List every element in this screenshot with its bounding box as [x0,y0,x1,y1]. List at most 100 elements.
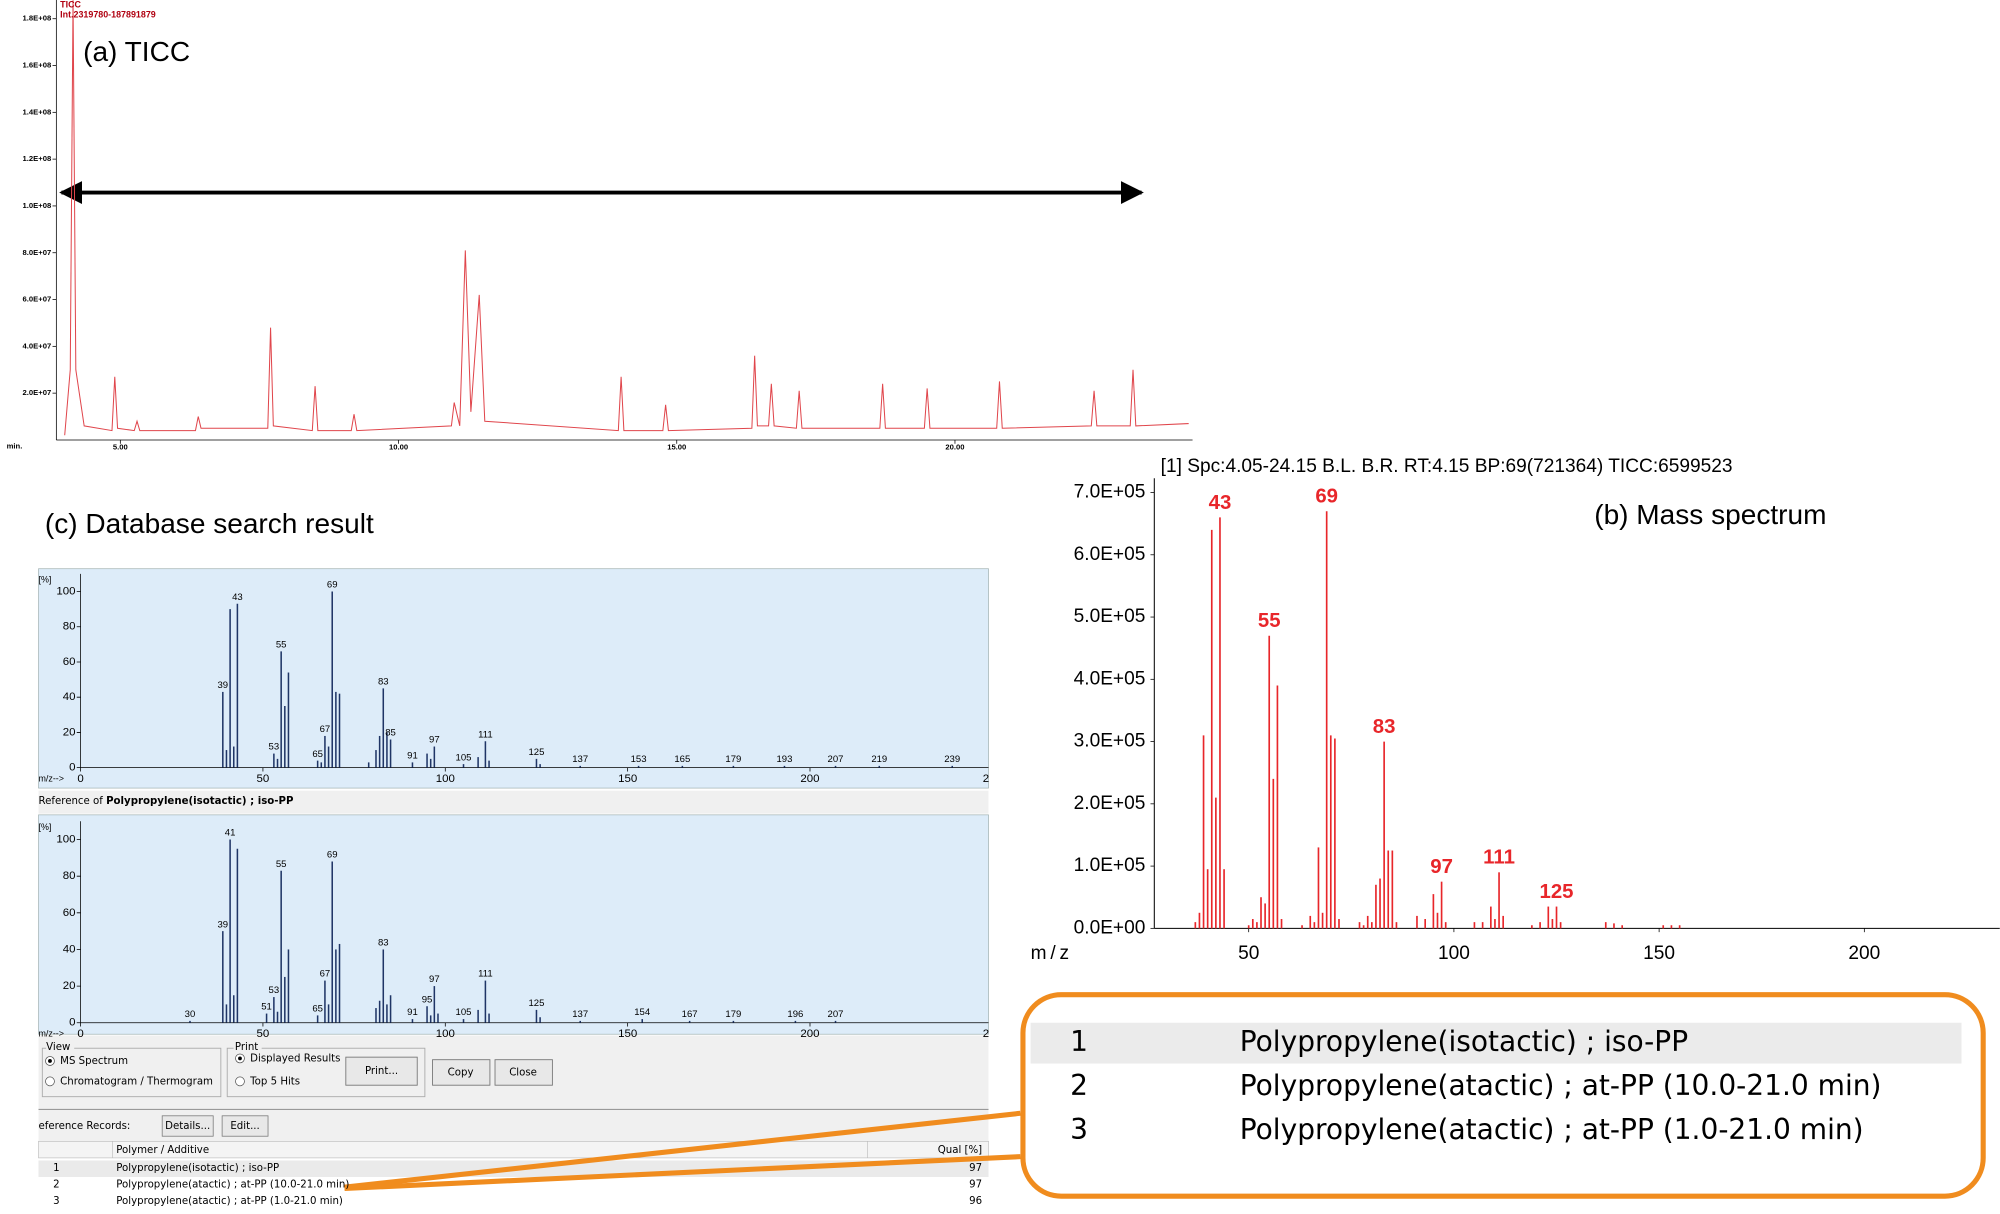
peak-label: 67 [320,969,331,980]
peak-label: 111 [478,729,493,740]
group-title: View [46,1042,70,1053]
radio-dot [238,1056,242,1061]
y-tick-label: 1.0E+05 [1074,855,1146,876]
button[interactable] [432,1059,491,1086]
peak-label: 69 [327,850,338,861]
y-tick-label: 0 [69,1017,75,1029]
x-tick-label: 150 [618,1028,637,1040]
peak-label: 97 [429,735,440,746]
peak-label: 51 [261,1002,272,1013]
peak-label: 153 [631,754,647,765]
group-label-bg [46,1040,75,1054]
peak-label: 239 [944,754,960,765]
button[interactable] [221,1115,269,1137]
callout-number: 1 [1070,1025,1088,1058]
annotation: TICC [60,0,81,9]
y-tick-label: 6.0E+05 [1074,544,1146,565]
y-tick-label: 80 [63,870,76,882]
button[interactable] [494,1059,553,1086]
button[interactable] [345,1056,418,1086]
radio-label[interactable]: Top 5 Hits [249,1076,300,1087]
peak-label: 43 [232,592,243,603]
peak-label: 125 [528,747,544,758]
spectrum-panel [38,814,989,1035]
y-axis-label: [%] [38,822,51,832]
x-tick-label: 250 [983,773,1002,785]
peak-label: 219 [871,754,887,765]
y-tick-label: 4.0E+05 [1074,668,1146,689]
row-name: Polypropylene(isotactic) ; iso-PP [116,1163,279,1174]
callout-number: 2 [1070,1069,1088,1102]
peak-label: 91 [407,1007,418,1018]
caption: (b) Mass spectrum [1594,499,1826,530]
peak-label: 55 [1258,610,1281,632]
row-qual: 97 [969,1180,982,1191]
y-tick-label: 80 [63,621,76,633]
ticc-axes: 2.0E+07 4.0E+07 6.0E+07 8.0E+07 1.0E+08 1.2E+… [7,0,1193,452]
peak-label: 39 [217,680,228,691]
peak-label: 95 [422,994,433,1005]
button-label[interactable]: Copy [448,1067,474,1078]
x-tick-label: 200 [800,1028,819,1040]
annotation: Int.2319780-187891879 [60,10,156,20]
row-number: 1 [53,1163,59,1174]
x-tick-label: 10.00 [389,443,408,452]
x-axis-label: min. [7,441,23,450]
radio[interactable] [235,1076,245,1087]
peak-label: 167 [682,1009,698,1020]
button[interactable] [161,1115,214,1137]
x-tick-label: 200 [800,773,819,785]
callout-selected-row [1030,1022,1962,1064]
caption: (c) Database search result [45,508,374,539]
x-tick-label: 100 [436,773,455,785]
y-tick-label: 40 [63,943,76,955]
button-label[interactable]: Edit... [230,1121,259,1132]
reference-spectrum: 0 20 40 60 80 100 0 50 100 150 200 250 [%] m/z--> 30 39… [38,821,989,1040]
peak-label: 67 [320,724,331,735]
table-header [38,1140,989,1159]
y-tick-label: 5.0E+05 [1074,606,1146,627]
ticc-line [64,0,1189,436]
callout-name: Polypropylene(atactic) ; at-PP (10.0-21.… [1240,1069,1882,1102]
x-axis-label: m/z--> [38,1029,63,1039]
callout-line [344,1110,1021,1190]
peak-label: 207 [828,754,844,765]
radio-dot [48,1059,52,1063]
column-header: Polymer / Additive [116,1145,209,1156]
x-tick-label: 20.00 [945,443,964,452]
button-label[interactable]: Details... [165,1121,210,1132]
radio[interactable] [45,1076,55,1087]
callout-name: Polypropylene(isotactic) ; iso-PP [1240,1025,1688,1058]
radio-label[interactable]: Displayed Results [250,1053,340,1064]
x-tick-label: 15.00 [667,443,686,452]
column-header: Qual [%] [938,1145,982,1156]
peak-label: 111 [478,969,493,980]
records-label: eference Records: [38,1121,130,1132]
peak-label: 111 [1483,847,1515,869]
callout-number: 3 [1070,1113,1088,1146]
x-tick-label: 100 [1438,943,1470,964]
y-tick-label: 60 [63,907,76,919]
radio-label[interactable]: Chromatogram / Thermogram [60,1076,213,1087]
y-tick-label: 60 [63,656,76,668]
peak-label: 65 [312,749,323,760]
y-tick-label: 1.2E+08 [23,154,52,163]
peak-label: 105 [456,1007,472,1018]
y-tick-label: 0 [69,762,75,774]
peak-label: 53 [269,985,280,996]
peak-label: 207 [828,1009,844,1020]
y-tick-label: 7.0E+05 [1074,482,1146,503]
button-label[interactable]: Close [509,1067,537,1078]
peak-label: 55 [276,640,287,651]
y-tick-label: 20 [63,726,76,738]
button-label[interactable]: Print... [365,1066,398,1077]
y-tick-label: 20 [63,980,76,992]
peak-label: 154 [634,1007,651,1018]
peak-label: 53 [269,742,280,753]
peak-label: 165 [674,754,690,765]
radio-label[interactable]: MS Spectrum [60,1056,128,1067]
peak-label: 125 [528,998,544,1009]
callout-line [344,1154,1021,1192]
